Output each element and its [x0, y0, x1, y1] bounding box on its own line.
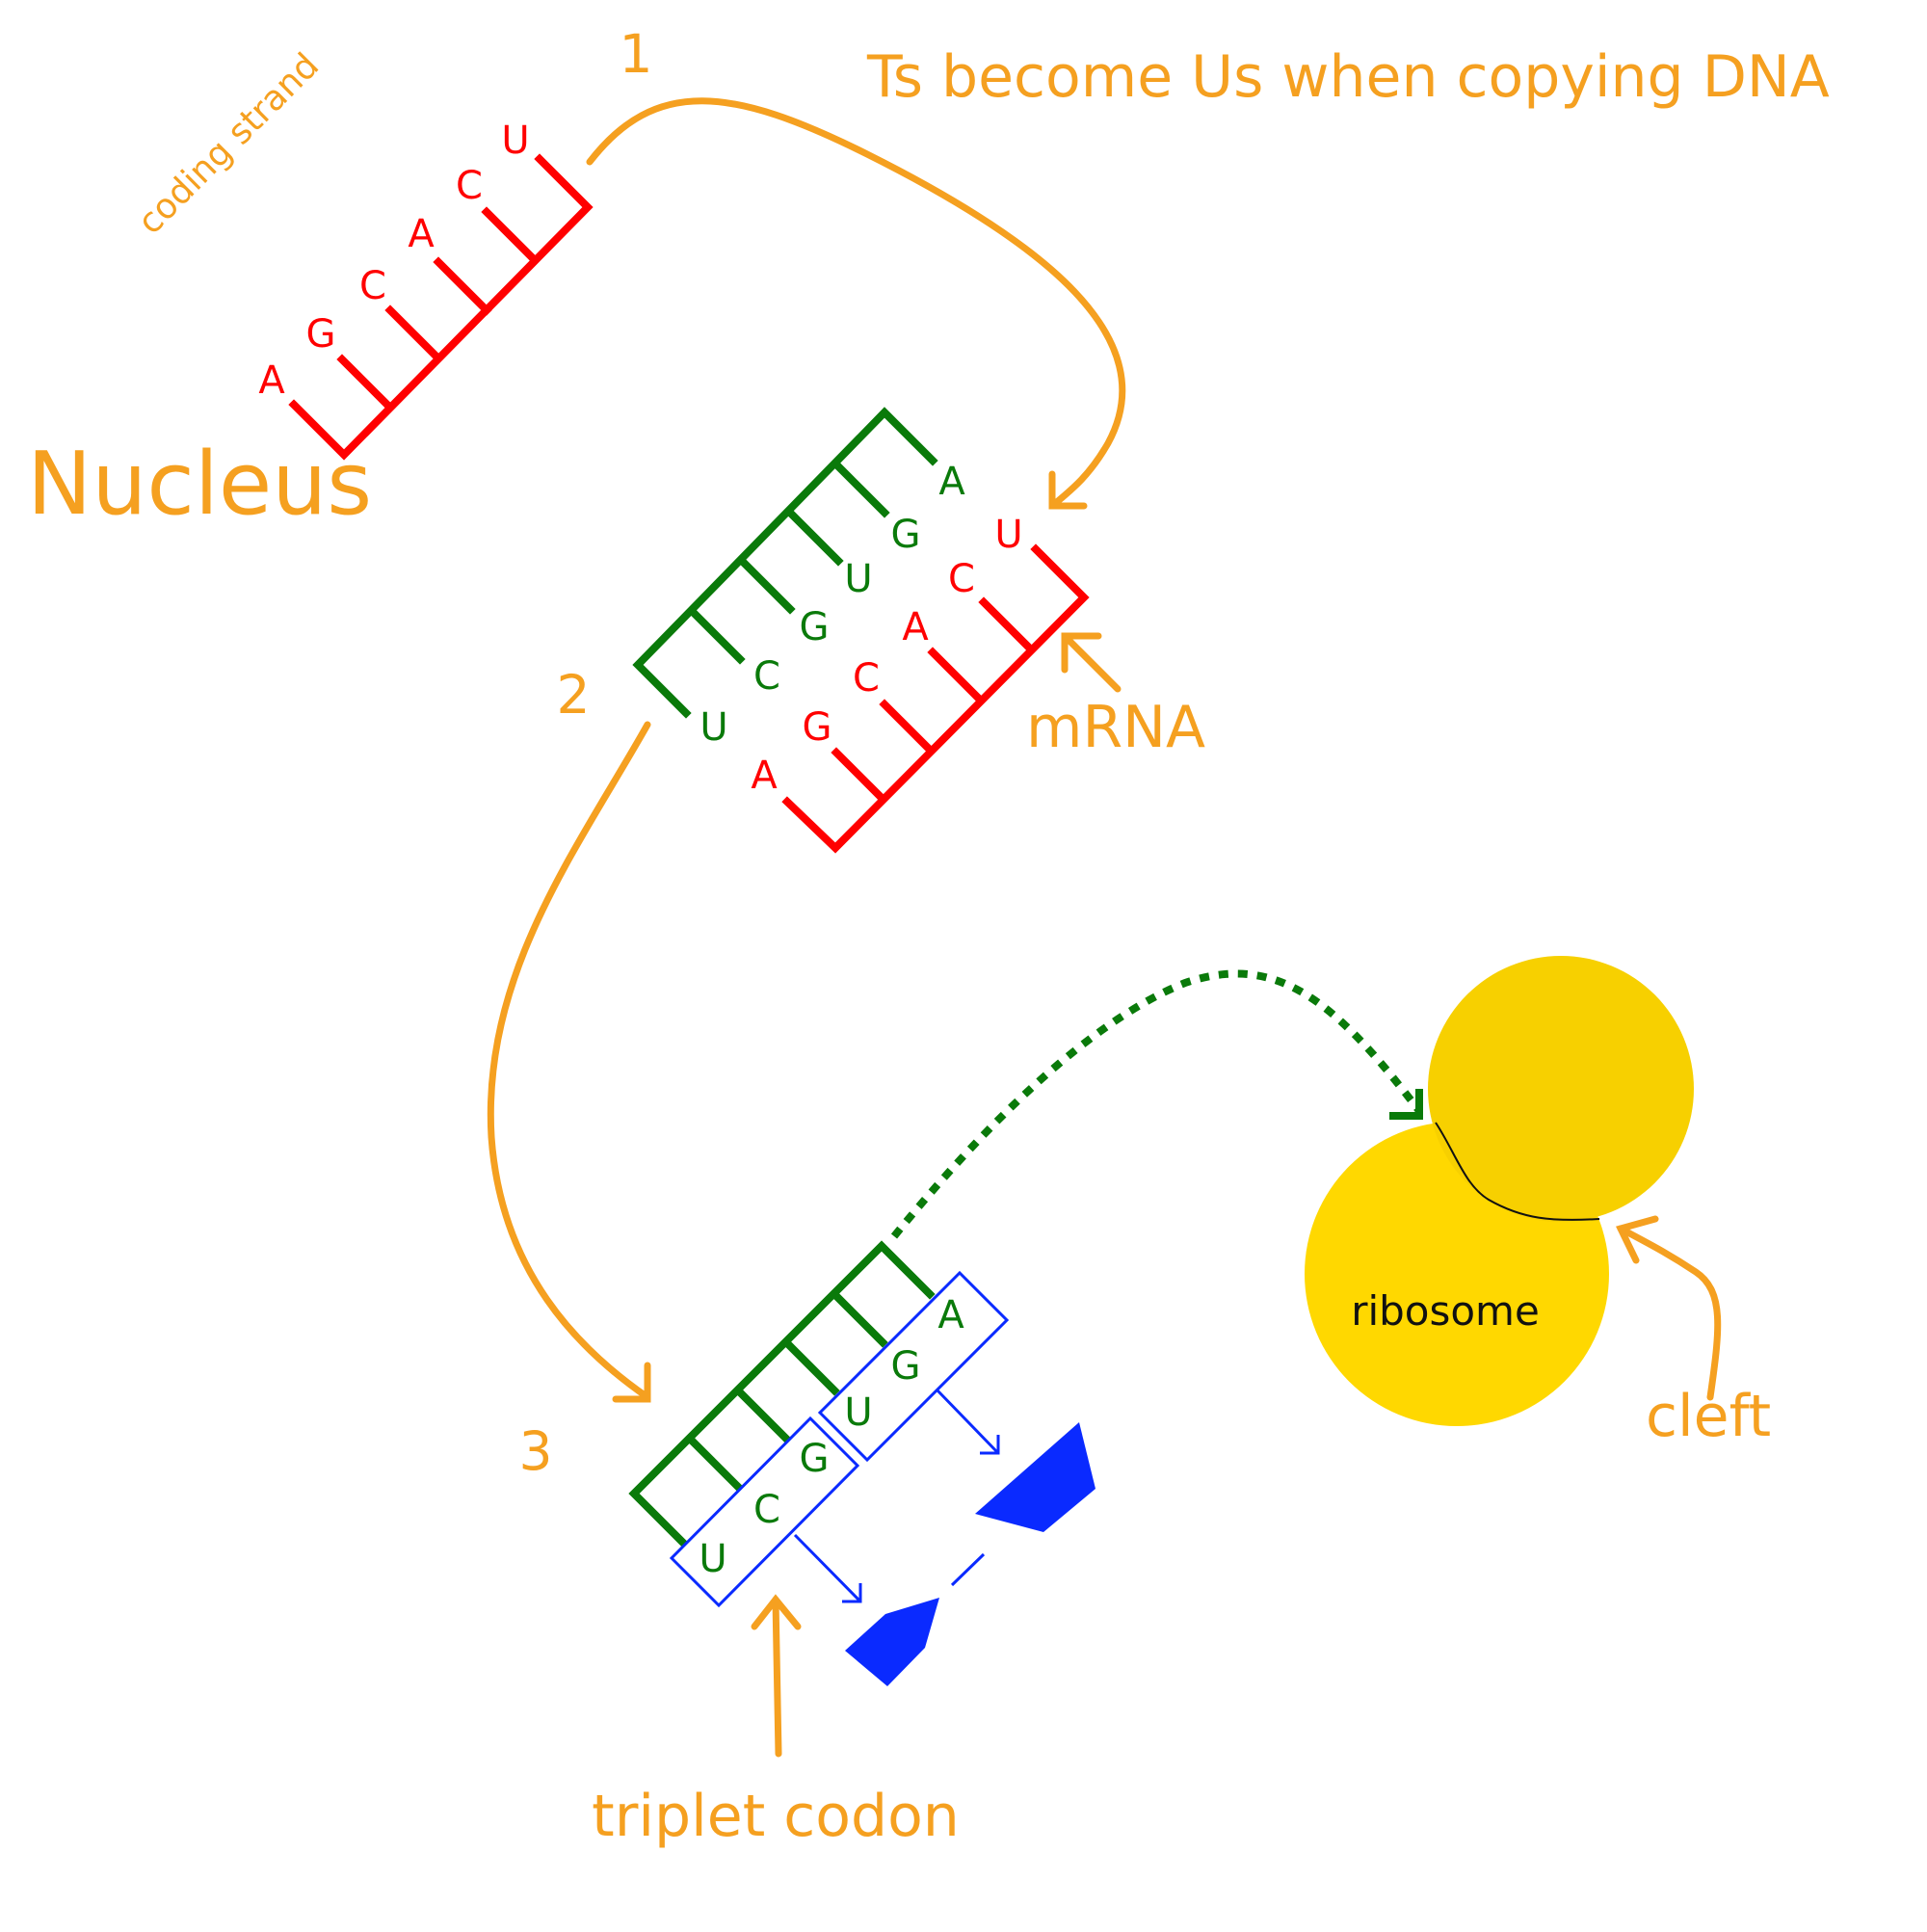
mrna-tooth-4 [978, 596, 1035, 653]
step3-tooth-1 [684, 1433, 744, 1493]
green-tooth-3 [784, 507, 844, 567]
mrna-base-3: A [902, 605, 929, 649]
coding-base-6: U [501, 119, 529, 163]
step3-tooth-4 [829, 1288, 888, 1348]
green-tooth-2 [736, 555, 796, 615]
step3-tooth-3 [780, 1337, 840, 1396]
step-2-label: 2 [557, 664, 591, 726]
coding-strand-tooth-1 [336, 354, 396, 413]
ribosome-small-subunit [1428, 956, 1694, 1222]
mrna-strand [781, 543, 1090, 854]
coding-base-3: C [359, 264, 386, 308]
ribosome: ribosome [1305, 956, 1694, 1426]
green-base-5: C [753, 654, 780, 699]
coding-base-5: C [456, 164, 483, 208]
amino-acid-1 [845, 1598, 939, 1686]
step3-base-6: U [699, 1537, 726, 1581]
step3-base-3: U [844, 1390, 872, 1435]
coding-base-2: G [306, 312, 336, 357]
mrna-template-strand [632, 407, 938, 719]
coding-strand-tooth-3 [433, 256, 492, 316]
coding-strand-label: coding strand [130, 46, 327, 243]
green-base-4: G [800, 605, 830, 649]
mrna-base-6: A [751, 754, 778, 798]
coding-strand-tooth-2 [384, 304, 444, 364]
mrna-tooth-2 [879, 699, 936, 755]
codon-box-1 [669, 1416, 860, 1608]
codon-box-2 [817, 1270, 1010, 1463]
ribosome-label: ribosome [1351, 1287, 1540, 1335]
peptide-bond [950, 1552, 986, 1587]
mrna-backbone [781, 543, 1090, 854]
green-base-3: U [844, 557, 872, 601]
step3-bases: A G U G C U [699, 1293, 964, 1581]
step3-tooth-2 [732, 1385, 792, 1444]
coding-base-1: A [258, 358, 285, 403]
mrna-template-bases: A G U G C U [700, 460, 965, 750]
dotted-arrow-to-ribosome [890, 969, 1423, 1239]
step3-backbone [628, 1240, 936, 1548]
arrow-step1-to-step2 [586, 97, 1126, 510]
mrna-base-2: C [948, 557, 975, 601]
green-tooth-1 [686, 605, 746, 665]
arrow-step2-to-step3 [487, 721, 651, 1403]
coding-base-4: A [408, 212, 435, 256]
green-base-2: G [891, 513, 921, 557]
triplet-codon-label: triplet codon [592, 1783, 960, 1850]
step3-base-1: A [937, 1293, 964, 1337]
green-strand-backbone [632, 407, 938, 719]
amino-acid-chain [845, 1422, 1095, 1686]
mrna-bases: U C A C G A [751, 513, 1022, 798]
mrna-base-1: U [994, 513, 1022, 557]
mrna-base-5: G [803, 705, 832, 750]
step-3-label: 3 [519, 1420, 553, 1482]
codon-output-arrows [793, 1389, 1000, 1603]
title-note: Ts become Us when copying DNA [866, 43, 1830, 111]
step3-base-4: G [800, 1437, 830, 1481]
step3-base-2: G [891, 1344, 921, 1389]
coding-strand-tooth-4 [481, 206, 541, 266]
mrna-tooth-1 [831, 747, 887, 804]
mrna-base-4: C [853, 656, 880, 701]
coding-strand-backbone [288, 153, 594, 461]
mrna-pointer-arrow [1061, 632, 1122, 693]
green-tooth-4 [831, 459, 890, 518]
cleft-pointer-arrow [1616, 1215, 1722, 1401]
step-1-label: 1 [620, 23, 653, 85]
coding-strand [288, 153, 594, 461]
green-base-6: U [700, 705, 727, 750]
ribosome-cleft-line [1435, 1122, 1600, 1221]
amino-acid-2 [975, 1422, 1095, 1532]
nucleus-label: Nucleus [27, 434, 372, 535]
mrna-tooth-3 [927, 647, 984, 703]
mrna-label: mRNA [1026, 694, 1205, 761]
triplet-codon-pointer-arrow [751, 1594, 802, 1758]
coding-strand-bases: A G C A C U [258, 119, 529, 403]
green-base-1: A [938, 460, 965, 504]
codon-boxes [669, 1270, 1010, 1608]
mrna-step3-strand [628, 1240, 936, 1548]
step3-base-5: C [753, 1488, 780, 1532]
